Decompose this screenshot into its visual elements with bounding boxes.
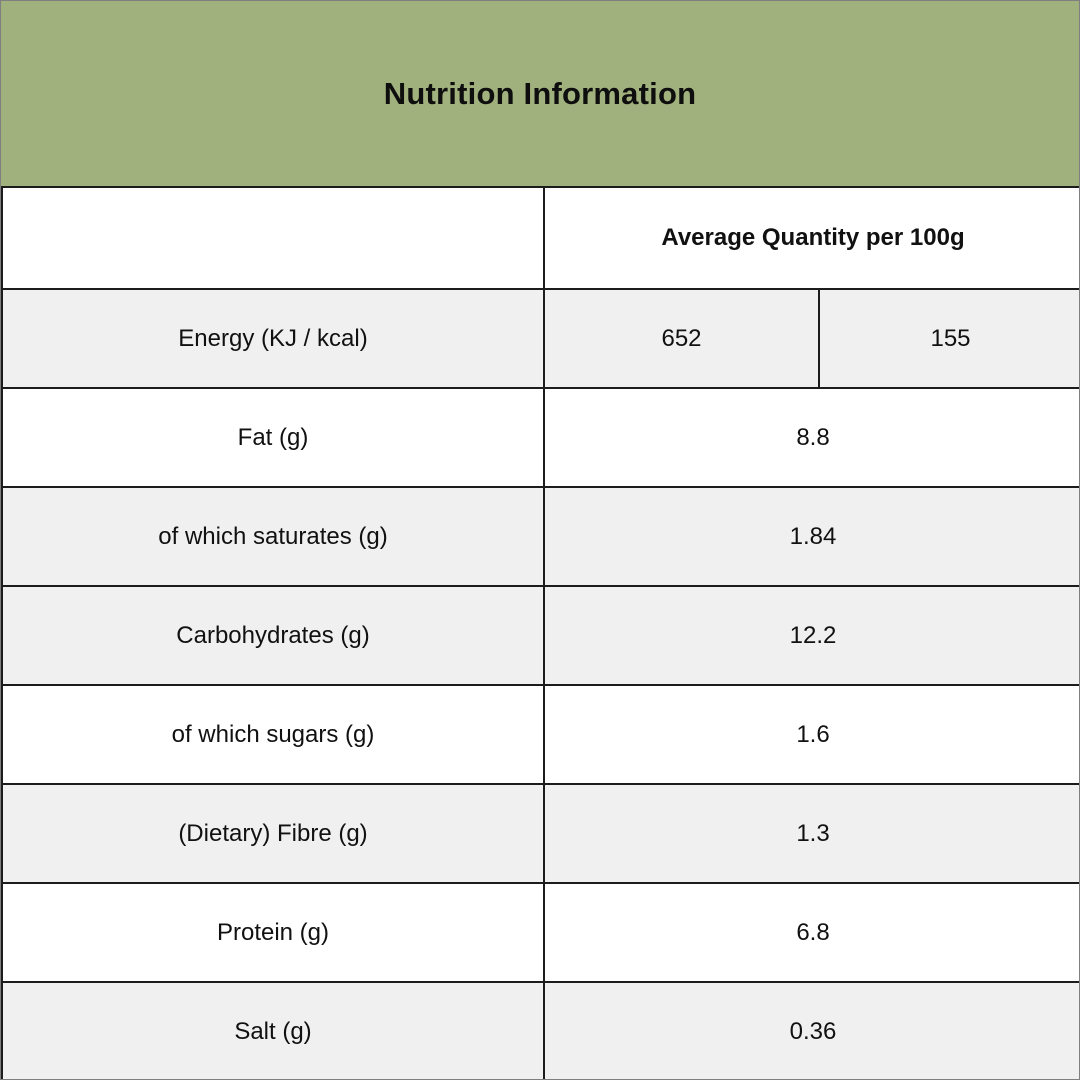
row-value-fibre: 1.3 [542,783,1079,884]
row-label-protein: Protein (g) [1,882,545,983]
page-title: Nutrition Information [383,75,697,111]
table-row: Carbohydrates (g) 12.2 [1,585,1079,686]
table-row: of which saturates (g) 1.84 [1,486,1079,587]
table-row: (Dietary) Fibre (g) 1.3 [1,783,1079,884]
row-label-carbohydrates: Carbohydrates (g) [1,585,545,686]
table-row: Salt (g) 0.36 [1,981,1079,1079]
row-label-fibre: (Dietary) Fibre (g) [1,783,545,884]
table-row: Energy (KJ / kcal) 652 155 [1,288,1079,389]
nutrition-table: Average Quantity per 100g Energy (KJ / k… [1,186,1079,1079]
row-value-saturates: 1.84 [542,486,1079,587]
row-value-energy-kcal: 155 [817,288,1079,389]
table-row: Protein (g) 6.8 [1,882,1079,983]
row-label-saturates: of which saturates (g) [1,486,545,587]
row-value-fat: 8.8 [542,387,1079,488]
row-value-carbohydrates: 12.2 [542,585,1079,686]
row-label-fat: Fat (g) [1,387,545,488]
row-value-protein: 6.8 [542,882,1079,983]
row-value-sugars: 1.6 [542,684,1079,785]
table-header-row: Average Quantity per 100g [1,186,1079,290]
row-value-salt: 0.36 [542,981,1079,1079]
row-value-energy-kj: 652 [543,288,820,389]
title-band: Nutrition Information [1,1,1079,186]
row-label-energy: Energy (KJ / kcal) [1,288,545,389]
column-header: Average Quantity per 100g [542,186,1079,290]
row-label-sugars: of which sugars (g) [1,684,545,785]
table-row: Fat (g) 8.8 [1,387,1079,488]
header-empty-cell [1,186,545,290]
row-label-salt: Salt (g) [1,981,545,1079]
table-row: of which sugars (g) 1.6 [1,684,1079,785]
